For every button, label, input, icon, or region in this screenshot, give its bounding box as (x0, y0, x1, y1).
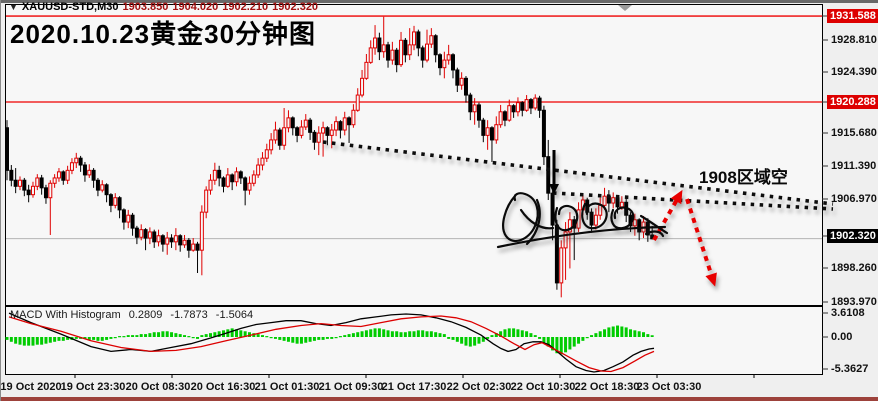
price-badge: 1920.288 (827, 95, 878, 109)
price-scale-label: 1906.970 (831, 193, 877, 205)
macd-info-line: MACD With Histogram 0.2809 -1.7873 -1.50… (10, 309, 258, 321)
quote-high: 1904.020 (172, 1, 219, 13)
macd-scale-label: 3.6108 (831, 307, 865, 319)
macd-scale-label: 0.00 (831, 331, 853, 343)
price-badge: 1902.320 (827, 229, 878, 243)
macd-scale-label: -5.3627 (831, 363, 869, 375)
price-scale-label: 1928.810 (831, 34, 877, 46)
time-axis-label: 22 Oct 02:30 (446, 381, 512, 393)
time-axis-label: 20 Oct 08:30 (125, 381, 191, 393)
time-axis-label: 20 Oct 16:30 (190, 381, 256, 393)
time-axis-label: 19 Oct 2020 (0, 381, 62, 393)
time-axis-label: 21 Oct 01:30 (254, 381, 320, 393)
price-scale-label: 1915.680 (831, 127, 877, 139)
time-axis-label: 19 Oct 23:30 (60, 381, 126, 393)
short-zone-annotation: 1908区域空 (699, 168, 788, 187)
macd-value-signal: -1.5064 (215, 309, 254, 321)
macd-indicator-name: MACD With Histogram (10, 309, 121, 321)
quote-open: 1903.850 (122, 1, 169, 13)
window-top-edge (1, 0, 878, 3)
symbol-dropdown-icon[interactable]: ▼ (9, 2, 18, 12)
time-axis-label: 22 Oct 10:30 (510, 381, 576, 393)
macd-value-main: -1.7873 (170, 309, 208, 321)
symbol-label: XAUUSD-STD,M30 (21, 1, 119, 13)
quote-low: 1902.210 (222, 1, 269, 13)
price-scale-label: 1924.390 (831, 66, 877, 78)
price-scale-label: 1911.390 (831, 160, 877, 172)
quote-bar: ▼ XAUUSD-STD,M30 1903.850 1904.020 1902.210 1… (9, 1, 318, 13)
price-scale-label: 1893.970 (831, 296, 877, 308)
price-scale-label: 1898.260 (831, 262, 877, 274)
price-badge: 1931.588 (827, 9, 878, 23)
quote-close: 1902.320 (272, 1, 319, 13)
time-axis-label: 23 Oct 03:30 (636, 381, 702, 393)
time-axis-label: 22 Oct 18:30 (574, 381, 640, 393)
page-title: 2020.10.23黄金30分钟图 (10, 19, 317, 49)
time-axis-label: 21 Oct 09:30 (318, 381, 384, 393)
macd-value-histogram: 0.2809 (128, 309, 163, 321)
window-bottom-edge (1, 397, 878, 401)
time-axis-label: 21 Oct 17:30 (381, 381, 447, 393)
